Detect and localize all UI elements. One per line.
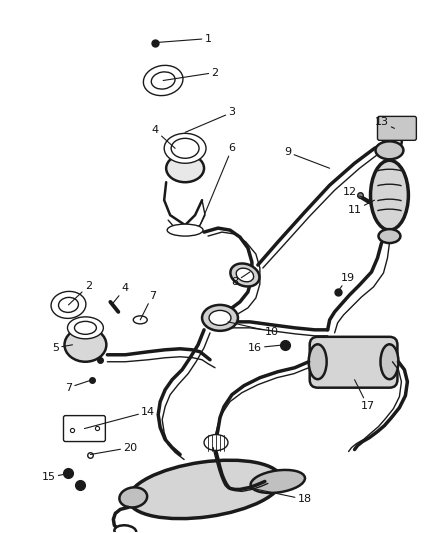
Ellipse shape xyxy=(114,525,136,533)
Text: 9: 9 xyxy=(284,147,330,168)
Ellipse shape xyxy=(236,268,254,282)
Text: 15: 15 xyxy=(42,472,68,482)
Ellipse shape xyxy=(51,292,86,318)
Text: 4: 4 xyxy=(152,125,175,148)
Ellipse shape xyxy=(230,263,259,286)
Text: 14: 14 xyxy=(85,407,155,429)
Text: 4: 4 xyxy=(112,283,129,304)
Ellipse shape xyxy=(151,72,175,89)
FancyBboxPatch shape xyxy=(310,337,397,387)
Ellipse shape xyxy=(204,434,228,450)
Ellipse shape xyxy=(67,317,103,339)
Ellipse shape xyxy=(128,460,282,519)
Ellipse shape xyxy=(164,133,206,163)
Ellipse shape xyxy=(74,321,96,334)
Text: 11: 11 xyxy=(348,200,374,215)
Ellipse shape xyxy=(251,470,305,493)
Text: 8: 8 xyxy=(231,272,250,287)
Text: 7: 7 xyxy=(65,379,92,393)
Ellipse shape xyxy=(371,160,408,230)
Ellipse shape xyxy=(59,297,78,312)
Ellipse shape xyxy=(64,328,106,362)
Text: 6: 6 xyxy=(200,143,236,225)
Text: 19: 19 xyxy=(338,273,355,292)
Ellipse shape xyxy=(120,487,147,507)
Text: 20: 20 xyxy=(90,442,138,455)
Text: 2: 2 xyxy=(163,68,219,80)
Ellipse shape xyxy=(143,66,183,95)
Text: 16: 16 xyxy=(248,343,285,353)
Text: 5: 5 xyxy=(52,343,72,353)
Ellipse shape xyxy=(309,344,327,379)
Text: 3: 3 xyxy=(185,108,236,132)
Ellipse shape xyxy=(167,224,203,236)
Text: 1: 1 xyxy=(155,34,212,44)
FancyBboxPatch shape xyxy=(64,416,106,441)
Ellipse shape xyxy=(166,154,204,182)
Text: 17: 17 xyxy=(355,379,374,410)
Ellipse shape xyxy=(209,310,231,325)
Ellipse shape xyxy=(202,305,238,331)
Text: 7: 7 xyxy=(140,291,156,320)
Ellipse shape xyxy=(171,139,199,158)
Text: 12: 12 xyxy=(343,187,363,197)
Ellipse shape xyxy=(133,316,147,324)
Ellipse shape xyxy=(378,229,400,243)
Text: 18: 18 xyxy=(248,487,312,504)
FancyBboxPatch shape xyxy=(378,116,417,140)
Text: 2: 2 xyxy=(68,281,92,305)
Ellipse shape xyxy=(381,136,402,152)
Text: 10: 10 xyxy=(228,322,279,337)
Ellipse shape xyxy=(375,141,403,159)
Ellipse shape xyxy=(381,344,399,379)
Text: 13: 13 xyxy=(374,117,395,128)
